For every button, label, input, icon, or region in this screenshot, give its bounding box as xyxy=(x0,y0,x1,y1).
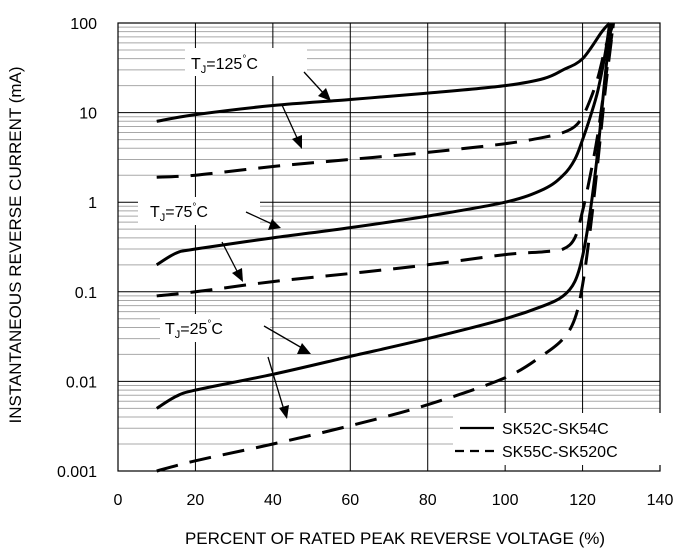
x-tick-label: 60 xyxy=(341,492,359,509)
annotation-125-subscript: J xyxy=(201,64,207,76)
tick-labels: 0 20 40 60 80 100 120 140 0.001 0.01 0.1 1 10 100 xyxy=(57,16,673,509)
annotation-25-arrow-b xyxy=(267,356,285,411)
annotation-25-arrowhead-b xyxy=(279,405,289,419)
annotation-75-unit: C xyxy=(196,204,208,221)
legend-label-dashed: SK55C-SK520C xyxy=(502,444,618,461)
x-tick-label: 100 xyxy=(492,492,519,509)
annotation-25-arrow-a xyxy=(263,325,303,349)
series-line-solid-25 xyxy=(155,22,614,410)
series-line-solid-125 xyxy=(156,21,611,123)
legend-label-solid: SK52C-SK54C xyxy=(502,421,609,438)
x-tick-label: 20 xyxy=(187,492,205,509)
annotation-75-arrow-a xyxy=(245,211,273,225)
annotation-125-arrowhead-b xyxy=(292,135,302,149)
annotation-75-degree: ° xyxy=(192,202,196,213)
annotation-75-arrow-b xyxy=(221,241,239,274)
x-axis-title: PERCENT OF RATED PEAK REVERSE VOLTAGE (%… xyxy=(185,529,605,548)
annotation-75-arrowhead-b xyxy=(232,268,243,282)
annotation-125-arrowhead-a xyxy=(318,88,331,101)
series-lines xyxy=(155,21,615,473)
y-axis-title: INSTANTANEOUS REVERSE CURRENT (mA) xyxy=(6,66,25,423)
series-line-dashed-75 xyxy=(156,22,615,298)
annotation-25-degree: ° xyxy=(207,319,211,330)
annotation-25-subscript: J xyxy=(175,329,181,341)
plot-frame xyxy=(117,22,661,472)
y-tick-label: 10 xyxy=(79,106,97,123)
annotation-75-arrowhead-a xyxy=(268,219,281,230)
x-tick-label: 0 xyxy=(114,492,123,509)
series-line-solid-75 xyxy=(155,22,612,267)
annotation-125-value: =125 xyxy=(206,56,242,73)
y-tick-label: 0.1 xyxy=(75,285,97,302)
annotation-75: TJ=75°C xyxy=(138,197,281,282)
x-tick-label: 80 xyxy=(419,492,437,509)
series-line-dashed-25 xyxy=(156,22,615,473)
legend-box xyxy=(453,413,663,465)
annotation-25-unit: C xyxy=(211,321,223,338)
x-tick-label: 140 xyxy=(647,492,674,509)
y-tick-label: 0.001 xyxy=(57,464,97,481)
legend: SK52C-SK54C SK55C-SK520C xyxy=(453,413,663,465)
annotation-125-arrow-b xyxy=(281,104,299,141)
series-line-dashed-125 xyxy=(156,22,615,179)
annotation-125-unit: C xyxy=(246,56,258,73)
annotation-25-value: =25 xyxy=(180,321,207,338)
svg-text:TJ=75°C: TJ=75°C xyxy=(150,202,208,224)
annotation-25-arrowhead-a xyxy=(297,343,311,354)
annotation-75-subscript: J xyxy=(160,212,166,224)
annotation-125: TJ=125°C xyxy=(185,48,331,149)
x-tick-label: 120 xyxy=(569,492,596,509)
annotation-75-value: =75 xyxy=(165,204,192,221)
svg-text:TJ=125°C: TJ=125°C xyxy=(191,54,258,76)
y-tick-label: 0.01 xyxy=(66,374,97,391)
annotation-125-degree: ° xyxy=(242,54,246,65)
x-tick-label: 40 xyxy=(264,492,282,509)
svg-text:TJ=25°C: TJ=25°C xyxy=(165,319,223,341)
y-tick-label: 100 xyxy=(70,16,97,33)
annotation-25: TJ=25°C xyxy=(160,314,311,419)
y-tick-label: 1 xyxy=(88,195,97,212)
